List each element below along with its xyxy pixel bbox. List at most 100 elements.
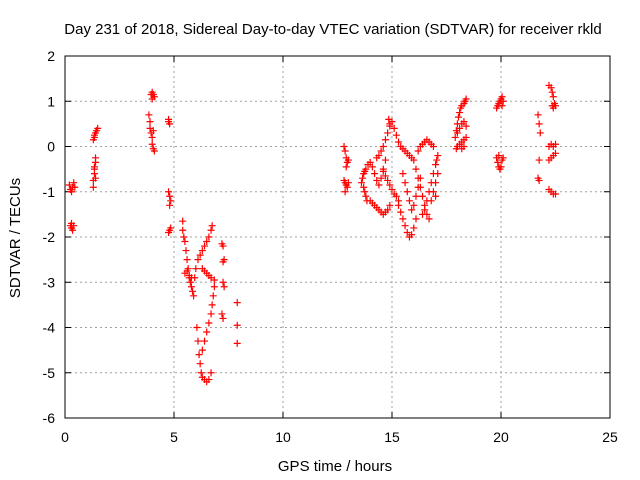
data-point (386, 120, 394, 128)
data-point (150, 147, 158, 155)
data-point (456, 109, 464, 117)
y-tick-label: -6 (43, 410, 56, 426)
data-point (196, 251, 204, 259)
data-point (207, 310, 215, 318)
grid-lines (65, 56, 610, 418)
x-tick-label: 25 (602, 429, 618, 445)
y-tick-label: -5 (43, 365, 56, 381)
data-point (547, 84, 555, 92)
data-point (182, 247, 190, 255)
data-point (434, 152, 442, 160)
data-point (534, 111, 542, 119)
data-point (397, 208, 405, 216)
data-point (362, 192, 370, 200)
data-point (193, 324, 201, 331)
data-point (196, 360, 204, 368)
data-point (205, 233, 213, 241)
data-point (179, 226, 187, 234)
data-point (191, 274, 199, 282)
data-point (219, 258, 227, 266)
data-point (166, 120, 174, 128)
data-point (373, 176, 381, 184)
data-point (548, 88, 556, 96)
data-point (403, 188, 411, 196)
data-point (146, 118, 154, 126)
data-point (498, 102, 506, 110)
data-point (549, 104, 557, 112)
data-point (384, 129, 392, 137)
data-point (385, 115, 393, 123)
data-point (360, 183, 368, 191)
data-point (416, 183, 424, 191)
data-point (395, 201, 403, 209)
data-point (405, 197, 413, 205)
data-point (70, 179, 78, 187)
data-point (218, 310, 226, 318)
data-point (186, 278, 194, 286)
data-point (167, 197, 175, 205)
data-point (429, 143, 437, 150)
data-point (498, 93, 506, 101)
x-tick-label: 0 (61, 429, 69, 445)
data-point (451, 133, 459, 141)
data-point (344, 156, 352, 164)
data-point (181, 238, 189, 246)
data-point (412, 215, 420, 223)
x-tick-label: 15 (384, 429, 400, 445)
data-point (462, 95, 470, 103)
data-point (458, 145, 466, 153)
data-point (359, 174, 367, 182)
data-point (412, 165, 420, 173)
data-point (183, 256, 191, 264)
data-point (340, 143, 348, 150)
data-point (343, 183, 351, 191)
data-point (68, 188, 76, 196)
data-point (166, 201, 174, 209)
data-point (456, 124, 464, 132)
data-point (432, 179, 440, 187)
data-point (203, 238, 211, 246)
data-point (341, 188, 349, 196)
data-point (210, 276, 218, 284)
y-tick-label: 2 (47, 48, 55, 64)
data-point (379, 167, 387, 175)
data-point (165, 115, 173, 123)
data-point (344, 179, 352, 187)
data-point (536, 129, 544, 137)
data-point (207, 369, 215, 377)
data-point (361, 188, 369, 196)
data-point (233, 339, 241, 347)
x-tick-label: 10 (275, 429, 291, 445)
data-point (419, 192, 427, 200)
data-point (180, 233, 188, 241)
data-point (401, 222, 409, 230)
data-point (198, 247, 206, 255)
data-point (408, 206, 416, 214)
data-point (207, 226, 215, 234)
data-point (499, 97, 507, 105)
x-axis-label: GPS time / hours (278, 458, 392, 475)
data-point (388, 185, 396, 193)
data-point (399, 215, 407, 223)
data-point (166, 226, 174, 234)
data-point (219, 242, 227, 250)
data-point (208, 222, 216, 230)
data-point (499, 154, 507, 162)
data-point (395, 138, 403, 146)
data-point (552, 140, 559, 148)
data-point (362, 165, 370, 173)
data-point (552, 190, 559, 198)
data-point (432, 161, 440, 169)
x-tick-label: 5 (170, 429, 178, 445)
data-point (210, 283, 218, 291)
data-point (205, 376, 213, 384)
data-point (412, 192, 420, 200)
data-point (421, 206, 429, 214)
data-point (375, 181, 383, 189)
data-point (434, 170, 442, 178)
data-point (203, 328, 211, 336)
data-point (410, 201, 418, 209)
data-point (549, 93, 557, 101)
data-point (419, 210, 427, 218)
data-point (552, 149, 559, 157)
